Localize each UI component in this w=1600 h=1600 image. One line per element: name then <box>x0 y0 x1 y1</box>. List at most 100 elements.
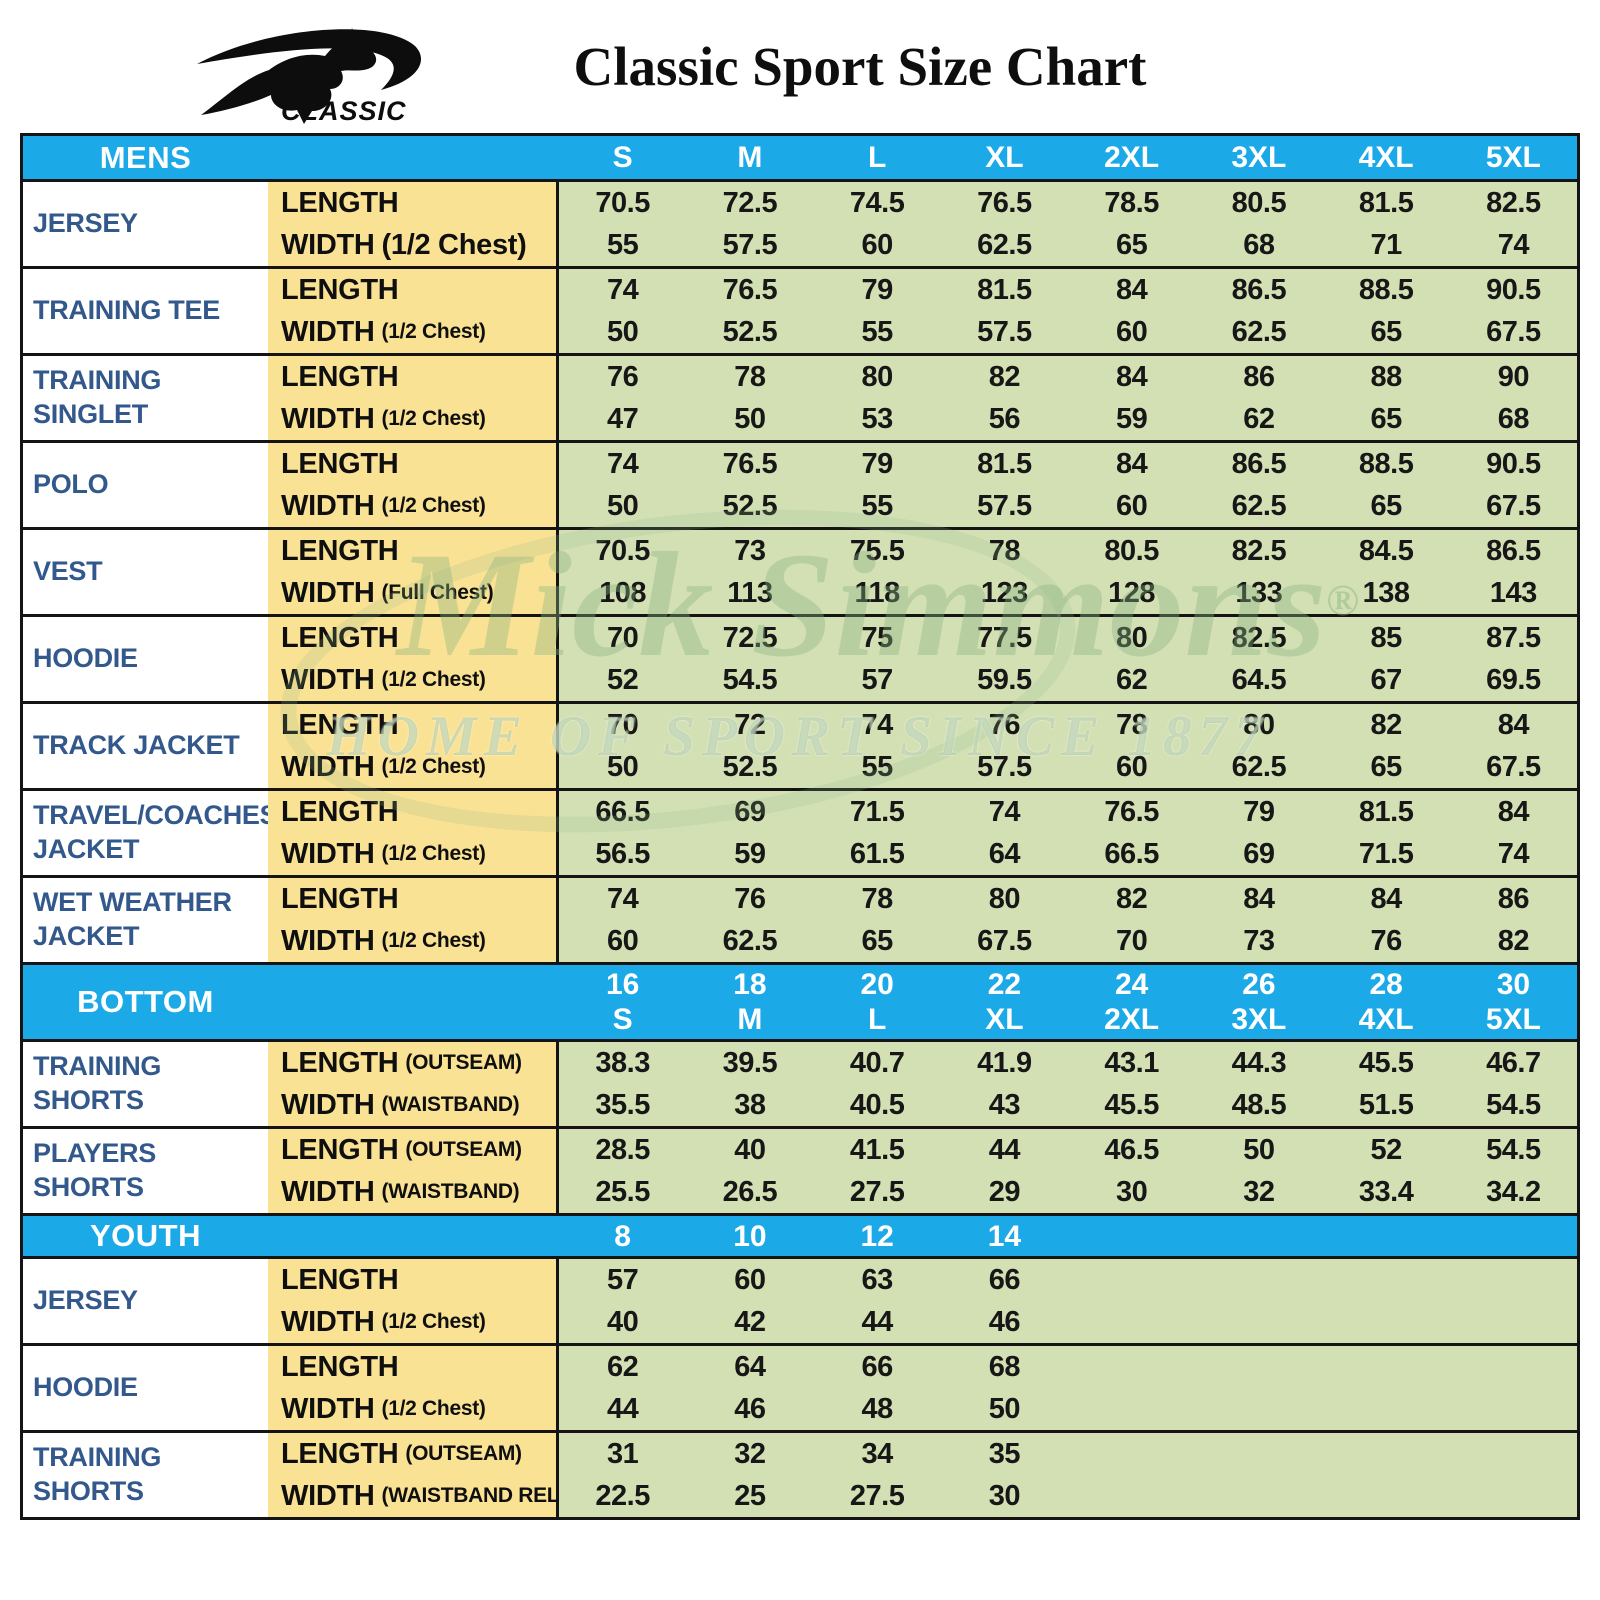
value-column: 80.5 68 <box>1195 182 1322 266</box>
size-value: 67.5 <box>1486 750 1541 783</box>
value-column: 40 26.5 <box>686 1129 813 1213</box>
size-column-header: S <box>612 141 633 174</box>
value-column: 81.5 57.5 <box>941 269 1068 353</box>
section-header-row: YOUTH 8 10 12 14 <box>23 1213 1577 1256</box>
value-column <box>1195 1259 1322 1343</box>
size-value: 81.5 <box>1358 795 1414 828</box>
value-column: 84 59 <box>1068 356 1195 440</box>
size-value: 79 <box>861 447 893 480</box>
size-value: 44.3 <box>1231 1046 1287 1079</box>
size-value: 76.5 <box>1104 795 1159 828</box>
size-value: 113 <box>727 576 773 609</box>
value-column: 80 62 <box>1068 617 1195 701</box>
measure-cell: LENGTH WIDTH (1/2 Chest) <box>268 269 559 353</box>
size-value: 59 <box>1115 402 1148 435</box>
value-column: 78 123 <box>941 530 1068 614</box>
value-column: 73 113 <box>686 530 813 614</box>
size-value: 90.5 <box>1486 273 1541 306</box>
size-value: 51.5 <box>1358 1088 1414 1121</box>
product-name: HOODIE <box>23 617 268 701</box>
value-column: 40.7 40.5 <box>814 1042 941 1126</box>
size-value <box>1068 1433 1195 1475</box>
size-column-header: 24 2XL <box>1104 968 1160 1036</box>
size-value: 84 <box>1497 795 1530 828</box>
value-column: 90.5 67.5 <box>1450 443 1577 527</box>
size-value <box>1323 1301 1450 1343</box>
value-column: 82 70 <box>1068 878 1195 962</box>
value-column: 60 42 <box>686 1259 813 1343</box>
size-value: 52.5 <box>722 750 778 783</box>
value-column: 66.5 56.5 <box>559 791 686 875</box>
value-column: 74 60 <box>559 878 686 962</box>
value-column <box>1450 1433 1577 1517</box>
size-value: 68 <box>988 1350 1021 1383</box>
value-column: 63 44 <box>814 1259 941 1343</box>
value-column: 87.5 69.5 <box>1450 617 1577 701</box>
value-column: 34 27.5 <box>814 1433 941 1517</box>
size-value: 86.5 <box>1231 447 1287 480</box>
size-value: 59 <box>734 837 766 870</box>
size-column-header: 22 XL <box>985 968 1024 1036</box>
table-row: VEST LENGTH WIDTH (Full Chest) 70.5 108 73 113 7… <box>23 527 1577 614</box>
size-value: 50 <box>734 402 766 435</box>
value-column: 72 52.5 <box>686 704 813 788</box>
measure-cell: LENGTH WIDTH (1/2 Chest) <box>268 704 559 788</box>
size-value: 52 <box>606 663 639 696</box>
size-value: 55 <box>861 489 893 522</box>
size-value: 66.5 <box>595 795 650 828</box>
value-column: 81.5 71 <box>1323 182 1450 266</box>
size-table: MENS S M L XL 2XL 3XL 4XL 5XL JERSEY LENGTH WIDTH (1… <box>20 133 1580 1520</box>
size-value: 57 <box>606 1263 639 1296</box>
value-column: 80.5 128 <box>1068 530 1195 614</box>
size-value: 71.5 <box>849 795 905 828</box>
size-value: 62.5 <box>1231 315 1287 348</box>
product-name: HOODIE <box>23 1346 268 1430</box>
size-value: 64.5 <box>1231 663 1287 696</box>
value-column: 81.5 57.5 <box>941 443 1068 527</box>
size-value: 67 <box>1370 663 1402 696</box>
measure-cell: LENGTH WIDTH (1/2 Chest) <box>268 1346 559 1430</box>
value-column: 76.5 52.5 <box>686 443 813 527</box>
size-value: 47 <box>606 402 639 435</box>
size-value: 41.9 <box>977 1046 1032 1079</box>
size-value: 32 <box>1243 1175 1275 1208</box>
size-value: 32 <box>734 1437 766 1470</box>
size-value: 52 <box>1370 1133 1402 1166</box>
measure-note: (1/2 Chest) <box>381 842 486 865</box>
value-column: 62 44 <box>559 1346 686 1430</box>
size-value: 62.5 <box>1231 489 1287 522</box>
size-value: 80 <box>1243 708 1275 741</box>
value-column: 82.5 74 <box>1450 182 1577 266</box>
size-value: 46 <box>988 1305 1021 1338</box>
size-column-header: 26 3XL <box>1231 968 1287 1036</box>
size-value: 48 <box>861 1392 893 1425</box>
size-value: 87.5 <box>1486 621 1541 654</box>
value-cells: 74 50 76.5 52.5 79 55 81.5 57.5 84 60 86.5 62.5 88.5… <box>559 443 1577 527</box>
measure-cell: LENGTH (OUTSEAM) WIDTH (WAISTBAND) <box>268 1042 559 1126</box>
size-value: 80 <box>988 882 1021 915</box>
value-column: 68 50 <box>941 1346 1068 1430</box>
size-value: 76.5 <box>722 273 778 306</box>
measure-label: LENGTH <box>281 186 399 219</box>
size-value <box>1068 1346 1195 1388</box>
size-value: 35.5 <box>595 1088 650 1121</box>
value-cells: 76 47 78 50 80 53 82 56 84 59 86 62 88 65 90 68 <box>559 356 1577 440</box>
value-cells: 70 52 72.5 54.5 75 57 77.5 59.5 80 62 82.5 64.5 85 67… <box>559 617 1577 701</box>
size-value: 74 <box>1497 837 1530 870</box>
size-value: 60 <box>734 1263 766 1296</box>
size-value: 81.5 <box>1358 186 1414 219</box>
size-value: 60 <box>1115 489 1148 522</box>
value-column: 46.7 54.5 <box>1450 1042 1577 1126</box>
value-column: 66 46 <box>941 1259 1068 1343</box>
size-value: 50 <box>606 750 639 783</box>
size-value: 29 <box>988 1175 1021 1208</box>
measure-note: (OUTSEAM) <box>405 1138 522 1161</box>
size-value <box>1068 1475 1195 1517</box>
size-value: 55 <box>861 315 893 348</box>
value-column: 80 53 <box>814 356 941 440</box>
size-value: 80.5 <box>1231 186 1287 219</box>
value-column: 74.5 60 <box>814 182 941 266</box>
size-value: 71 <box>1370 228 1402 261</box>
product-name: TRAINING SHORTS <box>23 1433 268 1517</box>
size-column-header: 2XL <box>1104 141 1160 174</box>
